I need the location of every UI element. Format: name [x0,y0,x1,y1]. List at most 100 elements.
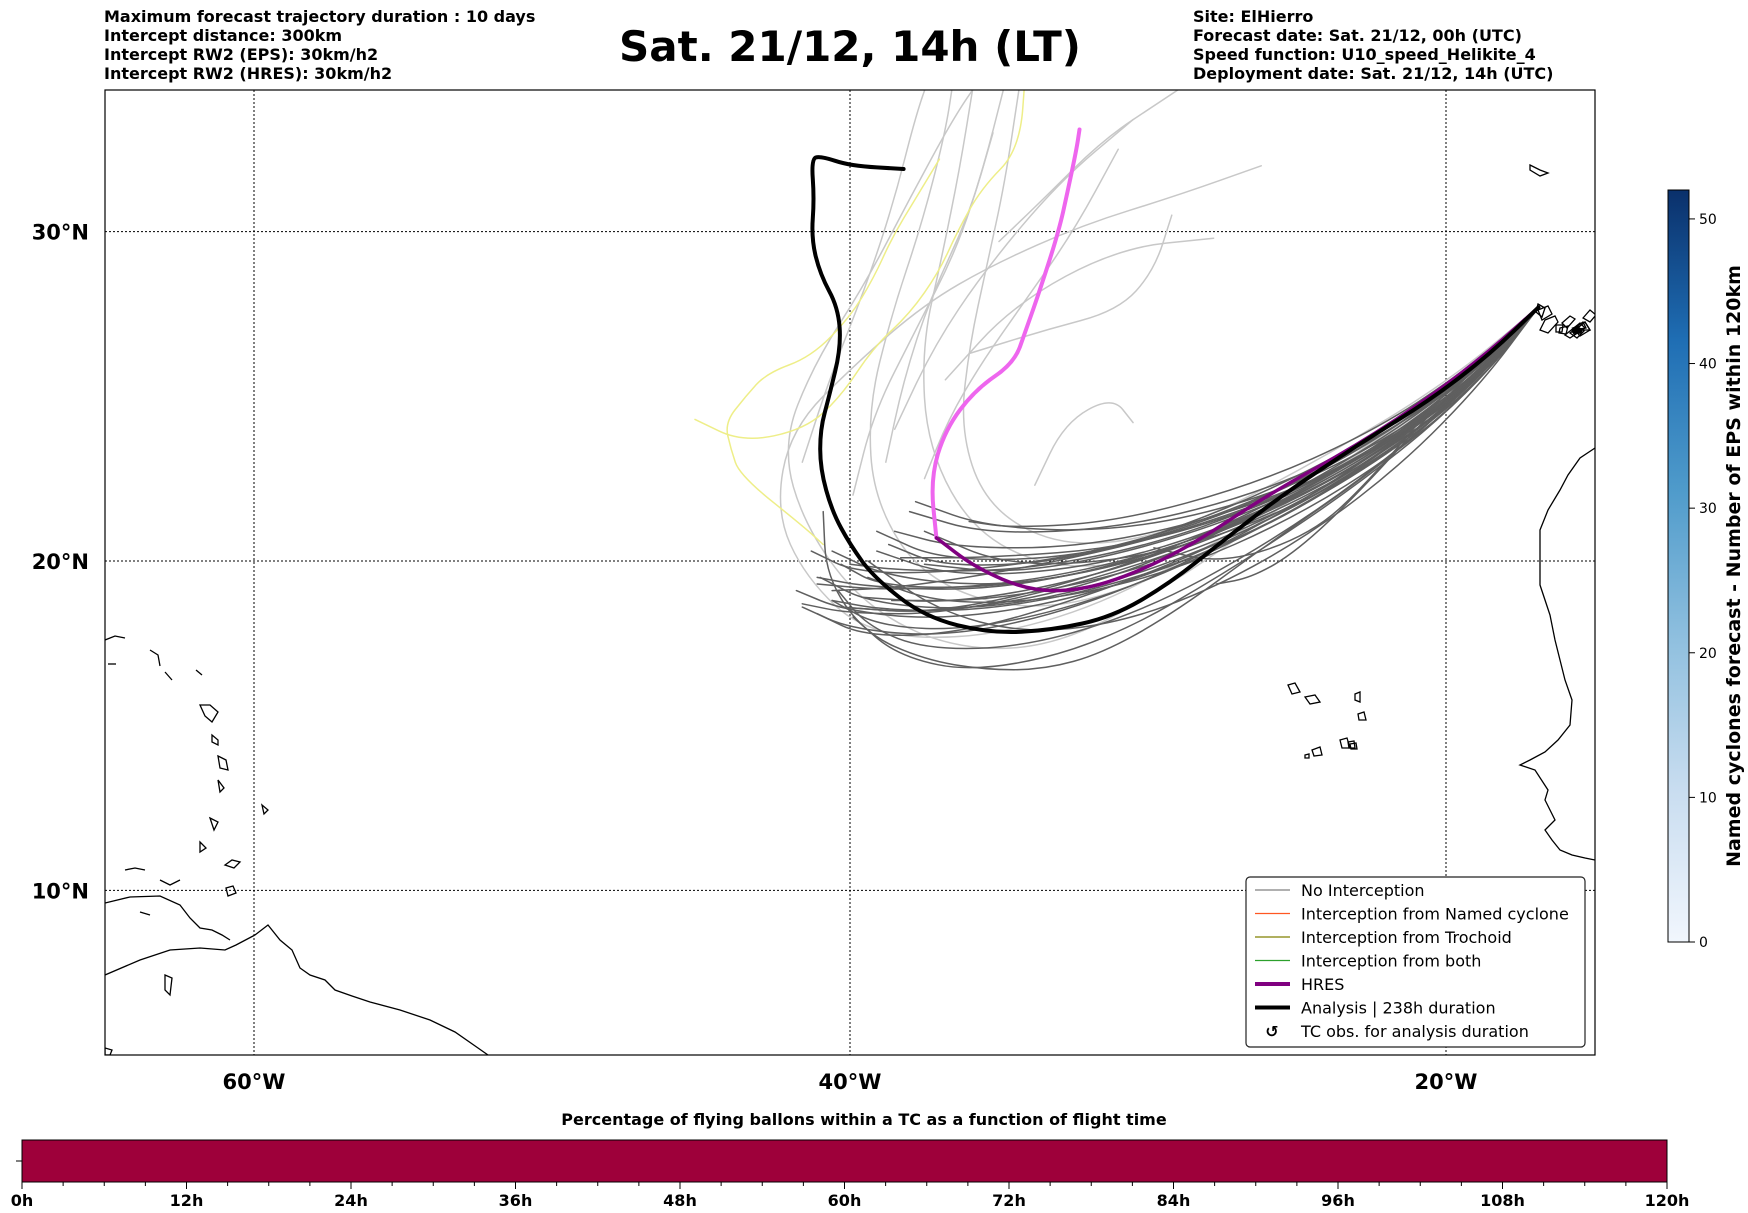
lat-tick-label: 20°N [32,550,89,574]
trajectory-hres [934,305,1541,593]
chart-title: Sat. 21/12, 14h (LT) [619,22,1081,71]
coastlines [105,163,1595,1055]
trajectory-eps-dark [867,306,1540,631]
island-caribbean-7 [211,733,219,747]
trajectory-eps-light [962,90,1540,544]
trajectory-eps-light [1034,402,1134,486]
colorbar-tick-label: 30 [1699,501,1717,517]
trajectory-eps-light [787,90,1540,650]
island-caribbean-1 [105,635,126,641]
flight-time-bar-fill [21,1139,1668,1183]
legend-box [1245,876,1586,1048]
bar-tick-label: 84h [1157,1191,1191,1210]
island-cape-verde-8 [1349,742,1358,750]
bar-tick-label: 12h [170,1191,204,1210]
island-sw-corner [105,1047,113,1055]
legend-label: HRES [1301,975,1344,994]
header-right-line-1: Site: ElHierro [1193,7,1314,26]
legend-label: TC obs. for analysis duration [1300,1022,1529,1041]
island-canary-big-d [1568,326,1586,339]
legend-label: Interception from Trochoid [1301,928,1512,947]
flight-time-bar-title: Percentage of flying ballons within a TC… [561,1110,1167,1129]
island-caribbean-6 [198,704,219,723]
island-cape-verde-4 [1357,711,1367,721]
colorbar: 0 10 20 30 40 50 Named cyclones forecast - Nu… [1667,189,1745,951]
header-left-line-1: Maximum forecast trajectory duration : 1… [104,7,536,26]
colorbar-title: Named cyclones forecast - Number of EPS … [1723,265,1745,867]
island-caribbean-3 [149,649,161,667]
island-caribbean-16 [164,974,173,997]
coastline-south-america [105,924,489,1055]
island-cape-verde-7 [1347,740,1356,749]
header-right-line-2: Forecast date: Sat. 21/12, 00h (UTC) [1193,26,1522,45]
island-cape-verde-2 [1303,694,1322,705]
header-left-line-3: Intercept RW2 (EPS): 30km/h2 [104,45,379,64]
bar-tick-label: 108h [1480,1191,1525,1210]
header-left-line-4: Intercept RW2 (HRES): 30km/h2 [104,64,393,83]
legend-label: Interception from Named cyclone [1301,905,1569,924]
island-caribbean-13 [223,859,242,869]
trajectory-eps-light [968,214,1173,355]
lat-tick-label: 10°N [32,879,89,903]
legend-label: No Interception [1301,881,1425,900]
coastline-africa [1518,447,1595,861]
bar-tick-label: 72h [992,1191,1026,1210]
flight-time-bar: Percentage of flying ballons within a TC… [11,1110,1690,1210]
header-right-info: Site: ElHierro Forecast date: Sat. 21/12… [1193,7,1553,83]
trajectory-eps-light [885,132,994,463]
legend-label: Analysis | 238h duration [1301,999,1496,1018]
island-caribbean-17 [139,911,151,916]
island-canary-big-a [1537,305,1553,321]
island-canary-2 [1539,315,1559,334]
bar-tick-label: 48h [663,1191,697,1210]
island-cape-verde-1 [1287,682,1301,695]
island-gran-canaria [1555,324,1564,333]
bar-tick-label: 0h [11,1191,34,1210]
trajectory-eps-light [801,90,926,463]
trajectory-eps-dark [867,306,1540,604]
trajectories [694,90,1541,671]
longitude-labels: 60°W 40°W 20°W [223,1070,1478,1094]
island-canary-big-b [1561,315,1577,329]
bar-tick-label: 24h [334,1191,368,1210]
trajectory-analysis [810,155,1541,635]
colorbar-gradient [1667,189,1690,943]
trajectory-eps-dark [923,306,1540,572]
island-caribbean-12 [199,840,208,854]
map-plot-area: 10°N 20°N 30°N 60°W 40°W 20°W [32,89,1596,1094]
island-caribbean-5 [195,669,203,676]
header-left-line-2: Intercept distance: 300km [104,26,343,45]
island-caribbean-14 [124,867,146,871]
map-frame [104,89,1596,1056]
latitude-labels: 10°N 20°N 30°N [32,221,89,904]
island-canary-big-c [1581,309,1595,323]
colorbar-tick-label: 50 [1699,212,1717,228]
trajectory-eps-yellow [694,90,1025,439]
colorbar-tick-label: 40 [1699,357,1717,373]
island-caribbean-11 [260,803,269,816]
legend-tc-symbol-icon: ↺ [1265,1022,1278,1041]
island-cape-verde-9 [1304,753,1310,759]
island-caribbean-10 [208,816,219,832]
trajectory-eps-light [893,118,1134,430]
colorbar-tick-label: 10 [1699,790,1717,806]
trajectory-eps-dark [822,306,1540,671]
bar-tick-label: 120h [1645,1191,1690,1210]
lon-tick-label: 60°W [223,1070,286,1094]
island-caribbean-9 [217,779,225,794]
island-caribbean-15 [159,879,181,886]
trajectory-eps-yellow [726,158,941,546]
island-cape-verde-3 [1354,691,1361,703]
lat-tick-label: 30°N [32,221,89,245]
bar-tick-label: 60h [828,1191,862,1210]
bar-tick-label: 96h [1321,1191,1355,1210]
colorbar-tick-label: 20 [1699,646,1717,662]
lon-tick-label: 20°W [1415,1070,1478,1094]
legend-label: Interception from both [1301,952,1481,971]
bar-tick-label: 36h [499,1191,533,1210]
island-trinidad [225,885,237,897]
legend: No Interception Interception from Named c… [1245,876,1586,1048]
island-madeira [1529,163,1550,177]
colorbar-tick-label: 0 [1699,935,1708,951]
